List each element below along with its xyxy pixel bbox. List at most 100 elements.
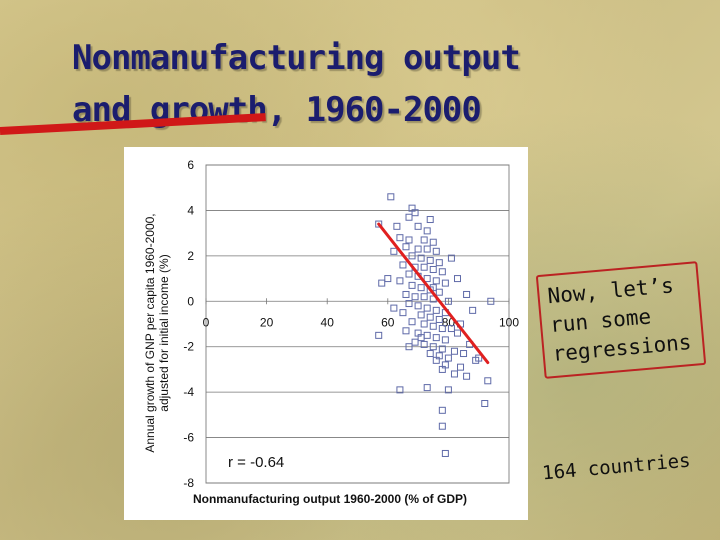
data-point bbox=[387, 193, 395, 201]
data-point bbox=[411, 338, 419, 346]
data-point bbox=[435, 288, 443, 296]
y-tick-label: -8 bbox=[183, 476, 194, 490]
regressions-callout: Now, let’s run some regressions bbox=[535, 261, 707, 379]
correlation-annotation: r = -0.64 bbox=[228, 454, 284, 471]
data-point bbox=[408, 318, 416, 326]
y-tick-label: -4 bbox=[183, 385, 194, 399]
data-point bbox=[438, 406, 446, 414]
data-point bbox=[432, 334, 440, 342]
y-tick-label: -2 bbox=[183, 340, 194, 354]
data-point bbox=[396, 386, 404, 394]
grid-lines bbox=[205, 164, 510, 484]
x-axis-label: Nonmanufacturing output 1960-2000 (% of … bbox=[193, 492, 467, 506]
data-point bbox=[426, 256, 434, 264]
data-point bbox=[447, 325, 455, 333]
data-point bbox=[469, 306, 477, 314]
data-point bbox=[441, 336, 449, 344]
data-point bbox=[420, 236, 428, 244]
data-point bbox=[484, 377, 492, 385]
data-point bbox=[447, 254, 455, 262]
data-point bbox=[432, 306, 440, 314]
data-point bbox=[390, 247, 398, 255]
data-point bbox=[444, 297, 452, 305]
data-point bbox=[423, 227, 431, 235]
data-point bbox=[457, 363, 465, 371]
data-point bbox=[399, 261, 407, 269]
data-point bbox=[396, 234, 404, 242]
data-point bbox=[463, 290, 471, 298]
data-point bbox=[438, 268, 446, 276]
data-point bbox=[411, 209, 419, 217]
data-point bbox=[402, 243, 410, 251]
x-tick-label: 60 bbox=[381, 315, 395, 329]
data-point bbox=[429, 265, 437, 273]
data-point bbox=[423, 304, 431, 312]
data-point bbox=[453, 329, 461, 337]
data-point bbox=[432, 247, 440, 255]
fit-line-layer bbox=[377, 222, 490, 365]
data-point bbox=[417, 254, 425, 262]
data-point bbox=[432, 356, 440, 364]
data-point bbox=[423, 331, 431, 339]
y-tick-label: 4 bbox=[187, 203, 194, 217]
data-point bbox=[411, 293, 419, 301]
data-point bbox=[405, 343, 413, 351]
data-point bbox=[435, 259, 443, 267]
data-point bbox=[378, 279, 386, 287]
data-point bbox=[441, 449, 449, 457]
x-tick-label: 0 bbox=[203, 315, 210, 329]
slide-title-line-1: Nonmanufacturing output bbox=[72, 38, 521, 78]
data-point bbox=[441, 279, 449, 287]
data-point bbox=[390, 304, 398, 312]
y-tick-label: -6 bbox=[183, 431, 194, 445]
y-axis-label: Annual growth of GNP per capita 1960-200… bbox=[143, 213, 171, 452]
data-point bbox=[426, 313, 434, 321]
data-point bbox=[450, 370, 458, 378]
data-point bbox=[405, 300, 413, 308]
data-point bbox=[429, 322, 437, 330]
data-point bbox=[405, 213, 413, 221]
scatter-chart: -8 -6 -4 -2 0 2 4 6 0 20 40 60 80 100 Nonmanufacturin… bbox=[124, 147, 528, 520]
data-point bbox=[414, 245, 422, 253]
data-point bbox=[423, 245, 431, 253]
data-point bbox=[426, 216, 434, 224]
data-point bbox=[460, 350, 468, 358]
data-point bbox=[396, 277, 404, 285]
data-point bbox=[432, 277, 440, 285]
data-point bbox=[453, 275, 461, 283]
y-tick-label: 2 bbox=[187, 249, 194, 263]
data-point bbox=[405, 236, 413, 244]
data-point bbox=[481, 400, 489, 407]
data-point bbox=[417, 334, 425, 342]
data-point bbox=[417, 284, 425, 292]
y-tick-label: 6 bbox=[187, 158, 194, 172]
y-tick-label: 0 bbox=[187, 294, 194, 308]
y-axis-label-line-1: Annual growth of GNP per capita 1960-200… bbox=[143, 213, 157, 452]
data-point bbox=[420, 340, 428, 348]
slide-title: Nonmanufacturing output and growth, 1960… bbox=[72, 32, 521, 136]
data-point bbox=[475, 354, 483, 362]
data-point bbox=[426, 350, 434, 358]
data-point bbox=[414, 222, 422, 230]
data-point bbox=[423, 275, 431, 283]
data-point bbox=[444, 386, 452, 394]
data-point bbox=[420, 320, 428, 328]
data-point bbox=[450, 347, 458, 355]
data-point bbox=[429, 343, 437, 351]
y-axis-label-line-2: adjusted for initial income (%) bbox=[157, 254, 171, 411]
data-point bbox=[402, 327, 410, 335]
data-point bbox=[420, 263, 428, 271]
data-point bbox=[399, 309, 407, 317]
data-point bbox=[393, 222, 401, 230]
data-point bbox=[444, 354, 452, 362]
data-point bbox=[408, 252, 416, 260]
slide-title-line-2: and growth, 1960-2000 bbox=[72, 90, 482, 130]
data-point bbox=[405, 270, 413, 278]
data-point bbox=[375, 220, 383, 228]
x-tick-label: 20 bbox=[260, 315, 274, 329]
data-point bbox=[384, 275, 392, 283]
data-point bbox=[438, 325, 446, 333]
x-tick-label: 40 bbox=[321, 315, 335, 329]
